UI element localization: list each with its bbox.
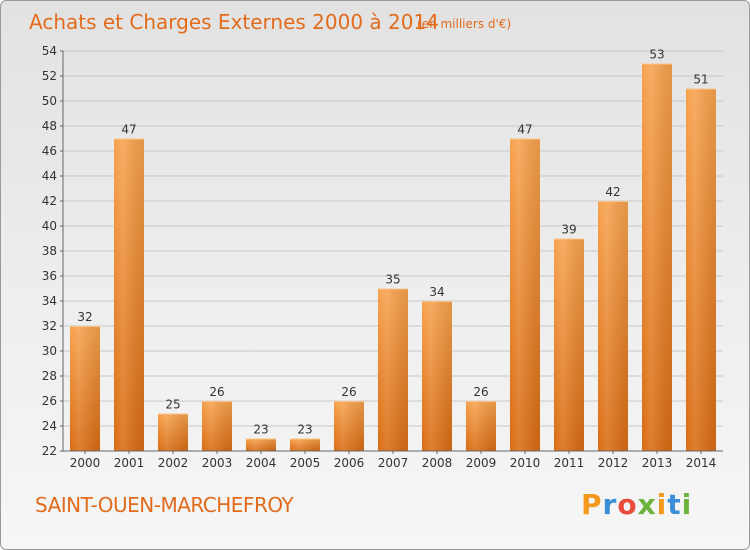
data-label-2008: 34 (429, 285, 444, 299)
bar-shine-2008 (422, 301, 452, 451)
y-tick-label: 22 (42, 444, 57, 458)
x-tick-label: 2003 (202, 456, 233, 470)
chart-title: Achats et Charges Externes 2000 à 2014 (29, 10, 439, 34)
data-label-2014: 51 (693, 73, 708, 87)
bar-shine-2000 (70, 326, 100, 451)
bar-shine-2006 (334, 401, 364, 451)
x-tick-label: 2007 (378, 456, 409, 470)
data-label-2011: 39 (561, 223, 576, 237)
x-tick-label: 2004 (246, 456, 277, 470)
data-label-2010: 47 (517, 123, 532, 137)
x-tick-label: 2008 (422, 456, 453, 470)
bar-shine-2011 (554, 238, 584, 451)
data-label-2002: 25 (165, 398, 180, 412)
data-label-2000: 32 (77, 310, 92, 324)
data-label-2005: 23 (297, 423, 312, 437)
x-tick-label: 2001 (114, 456, 145, 470)
x-tick-label: 2013 (642, 456, 673, 470)
y-tick-label: 36 (42, 269, 57, 283)
bar-shine-2001 (114, 138, 144, 451)
bar-shine-2013 (642, 63, 672, 451)
commune-name: SAINT-OUEN-MARCHEFROY (35, 493, 294, 517)
bar-shine-2009 (466, 401, 496, 451)
y-tick-label: 52 (42, 69, 57, 83)
y-tick-label: 54 (42, 44, 57, 58)
bar-shine-2002 (158, 413, 188, 451)
y-tick-label: 24 (42, 419, 57, 433)
x-tick-label: 2010 (510, 456, 541, 470)
y-tick-label: 50 (42, 94, 57, 108)
bar-shine-2003 (202, 401, 232, 451)
bar-shine-2012 (598, 201, 628, 451)
logo-letter: t (667, 488, 682, 521)
bar-shine-2005 (290, 438, 320, 451)
logo-letter: o (617, 488, 638, 521)
bar-shine-2007 (378, 288, 408, 451)
x-tick-label: 2006 (334, 456, 365, 470)
y-tick-label: 46 (42, 144, 57, 158)
data-label-2009: 26 (473, 385, 488, 399)
x-tick-label: 2011 (554, 456, 585, 470)
logo-letter: x (637, 488, 657, 521)
data-label-2012: 42 (605, 185, 620, 199)
y-tick-label: 34 (42, 294, 57, 308)
data-label-2013: 53 (649, 48, 664, 62)
chart-subtitle: (en milliers d'€) (417, 17, 511, 31)
bar-shine-2014 (686, 88, 716, 451)
y-tick-label: 38 (42, 244, 57, 258)
x-tick-label: 2000 (70, 456, 101, 470)
data-label-2006: 26 (341, 385, 356, 399)
data-label-2001: 47 (121, 123, 136, 137)
y-axis: 22 24 26 28 30 32 34 36 38 40 42 44 46 48 50 52 54 (42, 44, 64, 458)
x-tick-label: 2012 (598, 456, 629, 470)
y-tick-label: 44 (42, 169, 57, 183)
y-tick-label: 40 (42, 219, 57, 233)
bar-shine-2010 (510, 138, 540, 451)
logo-letter: r (602, 488, 618, 521)
x-tick-label: 2009 (466, 456, 497, 470)
logo-letter: P (581, 488, 603, 521)
x-axis: 2000 2001 2002 2003 2004 2005 2006 2007 2008 2009… (63, 450, 723, 470)
bar-shine-2004 (246, 438, 276, 451)
y-tick-label: 48 (42, 119, 57, 133)
y-tick-label: 26 (42, 394, 57, 408)
proxiti-logo: Proxiti (581, 488, 692, 521)
logo-letter: i (681, 488, 693, 521)
y-tick-label: 32 (42, 319, 57, 333)
x-tick-label: 2002 (158, 456, 189, 470)
x-tick-label: 2005 (290, 456, 321, 470)
bars: 32 47 25 26 23 23 26 35 34 26 47 39 42 53 51 (70, 48, 716, 451)
y-tick-label: 28 (42, 369, 57, 383)
data-label-2004: 23 (253, 423, 268, 437)
data-label-2003: 26 (209, 385, 224, 399)
y-tick-label: 30 (42, 344, 57, 358)
data-label-2007: 35 (385, 273, 400, 287)
x-tick-label: 2014 (686, 456, 717, 470)
logo-letter: i (656, 488, 668, 521)
y-tick-label: 42 (42, 194, 57, 208)
